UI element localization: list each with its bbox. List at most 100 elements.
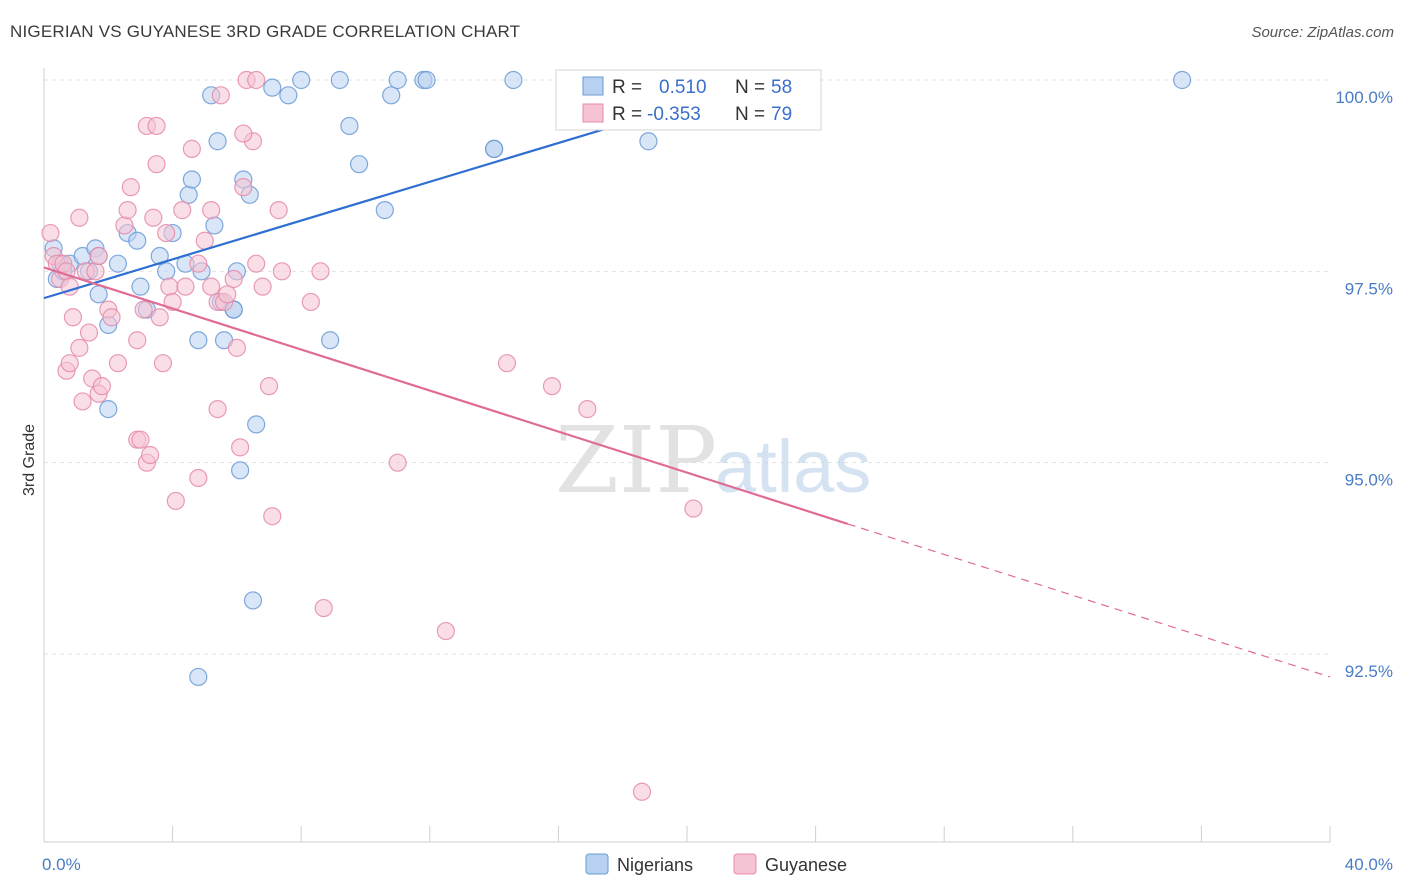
nigerian-point-42 (349, 155, 369, 174)
guyanese-point-43 (195, 231, 214, 250)
guyanese-point-34 (157, 223, 176, 243)
y-tick-label-3: 92.5% (1345, 662, 1393, 681)
nigerian-point-52 (639, 132, 658, 151)
source-credit: Source: ZipAtlas.com (1251, 24, 1394, 41)
guyanese-point-63 (388, 453, 407, 472)
nigerian-point-12 (128, 231, 147, 250)
guyanese-point-39 (176, 277, 195, 296)
guyanese-point-24 (118, 201, 137, 220)
guyanese-point-69 (684, 499, 703, 518)
bottom-legend-swatch-nigerians (585, 853, 609, 875)
guyanese-point-72 (211, 86, 230, 105)
legend-r-value-0: 0.510 (659, 77, 707, 98)
guyanese-point-26 (128, 331, 147, 350)
nigerian-point-56 (485, 139, 504, 158)
guyanese-point-64 (436, 621, 455, 641)
nigerian-point-39 (321, 331, 340, 350)
guyanese-point-66 (542, 377, 562, 396)
guyanese-point-59 (272, 262, 292, 281)
nigerian-point-55 (1173, 70, 1192, 90)
guyanese-point-50 (227, 338, 246, 357)
guyanese-point-21 (102, 308, 121, 327)
bottom-legend-swatch-guyanese (733, 853, 757, 875)
guyanese-point-0 (41, 223, 60, 243)
guyanese-point-13 (79, 323, 99, 342)
nigerian-point-41 (340, 116, 359, 136)
x-tick-label-1: 40.0% (1345, 855, 1393, 874)
legend-n-value-0: 58 (771, 77, 792, 98)
guyanese-point-48 (218, 285, 237, 304)
guyanese-point-49 (224, 269, 243, 289)
legend-n-label-0: N = (735, 77, 765, 98)
guyanese-point-65 (497, 354, 517, 373)
y-axis-title: 3rd Grade (21, 424, 38, 496)
guyanese-point-23 (115, 216, 134, 235)
guyanese-point-40 (173, 201, 192, 220)
guyanese-point-57 (263, 507, 282, 526)
guyanese-point-42 (189, 254, 208, 273)
legend-r-value-1: -0.353 (647, 104, 701, 125)
grid-lines (44, 79, 1330, 655)
guyanese-point-51 (231, 438, 250, 457)
nigerian-point-21 (182, 170, 201, 189)
guyanese-point-74 (189, 468, 208, 488)
nigerian-point-20 (179, 185, 198, 204)
guyanese-point-15 (60, 354, 79, 373)
nigerian-point-22 (189, 331, 208, 350)
legend-r-label-1: R = (612, 104, 642, 125)
guyanese-point-45 (202, 277, 221, 296)
nigerian-point-40 (330, 70, 349, 90)
guyanese-point-30 (144, 208, 163, 227)
guyanese-point-61 (311, 262, 330, 281)
nigerian-point-38 (292, 70, 311, 90)
nigerian-point-36 (263, 78, 282, 97)
x-tick-label-0: 0.0% (42, 855, 81, 874)
guyanese-point-31 (147, 155, 166, 174)
watermark-zip: ZIP (555, 407, 717, 514)
nigerian-point-43 (375, 201, 394, 220)
guyanese-point-41 (182, 139, 201, 158)
guyanese-point-10 (89, 246, 108, 266)
trend-line-guyanese (43, 266, 849, 525)
bottom-legend-label-guyanese: Guyanese (765, 855, 847, 875)
guyanese-point-54 (247, 254, 266, 273)
watermark: ZIP atlas (555, 407, 871, 514)
guyanese-point-77 (208, 399, 227, 419)
guyanese-point-12 (70, 338, 89, 357)
guyanese-point-73 (234, 124, 253, 143)
nigerian-point-37 (279, 86, 298, 105)
legend-swatch-guyanese (582, 103, 604, 123)
nigerian-point-57 (108, 254, 128, 273)
nigerian-point-15 (99, 399, 118, 419)
guyanese-point-32 (150, 308, 169, 327)
guyanese-point-55 (253, 277, 272, 296)
nigerian-point-53 (243, 591, 263, 610)
nigerian-point-9 (89, 285, 108, 304)
guyanese-point-71 (247, 70, 266, 90)
y-tick-label-2: 95.0% (1345, 471, 1393, 490)
guyanese-point-76 (131, 430, 150, 449)
nigerian-point-35 (247, 415, 266, 434)
guyanese-point-75 (166, 491, 185, 511)
trend-lines (43, 78, 1331, 678)
guyanese-point-11 (63, 308, 83, 327)
guyanese-point-62 (314, 598, 333, 618)
trend-line-guyanese-extension (847, 523, 1331, 678)
nigerian-point-44 (382, 86, 401, 105)
correlation-legend: R = 0.510 N = 58 R = -0.353 N = 79 (555, 69, 822, 131)
guyanese-point-52 (234, 178, 253, 197)
series-legend: Nigerians Guyanese (585, 853, 847, 875)
guyanese-point-25 (121, 178, 140, 197)
chart-title: NIGERIAN VS GUYANESE 3RD GRADE CORRELATI… (10, 22, 521, 41)
legend-swatch-nigerians (582, 76, 604, 96)
nigerian-point-24 (205, 216, 224, 235)
legend-n-value-1: 79 (771, 104, 792, 125)
guyanese-point-33 (153, 354, 173, 373)
guyanese-point-7 (70, 208, 89, 227)
nigerian-point-32 (231, 461, 250, 480)
nigerian-point-54 (189, 667, 208, 687)
guyanese-point-9 (86, 262, 105, 281)
y-tick-label-0: 100.0% (1335, 88, 1393, 107)
nigerian-point-13 (131, 277, 150, 296)
